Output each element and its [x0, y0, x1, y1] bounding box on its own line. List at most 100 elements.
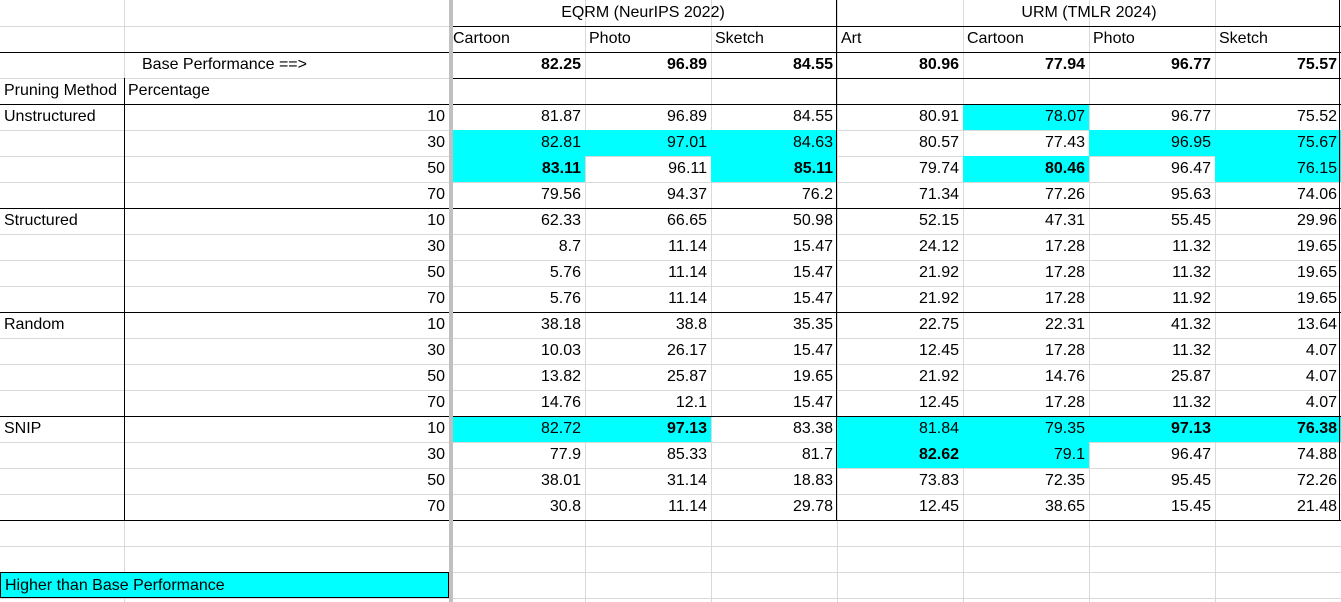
data-cell[interactable]: 17.28: [1044, 342, 1085, 359]
data-cell[interactable]: 8.7: [558, 238, 581, 255]
data-cell[interactable]: 52.15: [918, 212, 959, 229]
base-value[interactable]: 96.89: [666, 56, 707, 73]
data-cell[interactable]: 71.34: [918, 186, 959, 203]
data-cell[interactable]: 21.92: [918, 368, 959, 385]
data-cell[interactable]: 55.45: [1170, 212, 1211, 229]
percentage-cell[interactable]: 50: [427, 264, 445, 281]
data-cell[interactable]: 25.87: [666, 368, 707, 385]
domain-header[interactable]: Cartoon: [967, 30, 1024, 47]
data-cell[interactable]: 29.96: [1296, 212, 1337, 229]
data-cell[interactable]: 15.47: [792, 238, 833, 255]
data-cell[interactable]: 13.82: [540, 368, 581, 385]
data-cell[interactable]: 30.8: [549, 498, 581, 515]
data-cell[interactable]: 79.1: [963, 442, 1089, 468]
data-cell[interactable]: 11.32: [1172, 264, 1211, 281]
data-cell[interactable]: 17.28: [1044, 238, 1085, 255]
data-cell[interactable]: 77.9: [549, 446, 581, 463]
data-cell[interactable]: 79.35: [963, 416, 1089, 442]
data-cell[interactable]: 11.32: [1172, 342, 1211, 359]
data-cell[interactable]: 96.11: [668, 160, 707, 177]
percentage-cell[interactable]: 70: [427, 498, 445, 515]
data-cell[interactable]: 31.14: [666, 472, 707, 489]
pruning-method-structured[interactable]: Structured: [4, 212, 78, 229]
data-cell[interactable]: 83.11: [449, 156, 585, 182]
data-cell[interactable]: 72.26: [1296, 472, 1337, 489]
data-cell[interactable]: 19.65: [1296, 238, 1337, 255]
base-value[interactable]: 77.94: [1044, 56, 1085, 73]
data-cell[interactable]: 15.47: [792, 264, 833, 281]
percentage-cell[interactable]: 30: [427, 238, 445, 255]
data-cell[interactable]: 77.43: [1044, 134, 1085, 151]
domain-header[interactable]: Photo: [1093, 30, 1135, 47]
percentage-cell[interactable]: 10: [427, 420, 445, 437]
domain-header[interactable]: Art: [841, 30, 862, 47]
data-cell[interactable]: 79.74: [918, 160, 959, 177]
data-cell[interactable]: 85.33: [666, 446, 707, 463]
pruning-method-header[interactable]: Pruning Method: [4, 82, 117, 99]
data-cell[interactable]: 14.76: [540, 394, 581, 411]
data-cell[interactable]: 38.01: [540, 472, 581, 489]
data-cell[interactable]: 81.87: [540, 108, 581, 125]
data-cell[interactable]: 74.06: [1296, 186, 1337, 203]
data-cell[interactable]: 75.52: [1296, 108, 1337, 125]
percentage-cell[interactable]: 10: [427, 316, 445, 333]
data-cell[interactable]: 38.18: [540, 316, 581, 333]
data-cell[interactable]: 11.14: [668, 290, 707, 307]
data-cell[interactable]: 11.14: [668, 238, 707, 255]
data-cell[interactable]: 21.48: [1296, 498, 1337, 515]
base-value[interactable]: 75.57: [1296, 56, 1337, 73]
data-cell[interactable]: 21.92: [918, 290, 959, 307]
base-value[interactable]: 82.25: [540, 56, 581, 73]
data-cell[interactable]: 97.13: [1089, 416, 1215, 442]
data-cell[interactable]: 38.8: [675, 316, 707, 333]
data-cell[interactable]: 35.35: [792, 316, 833, 333]
data-cell[interactable]: 22.75: [918, 316, 959, 333]
data-cell[interactable]: 15.47: [792, 290, 833, 307]
data-cell[interactable]: 62.33: [540, 212, 581, 229]
data-cell[interactable]: 11.14: [668, 264, 707, 281]
legend-higher-than-base[interactable]: Higher than Base Performance: [0, 572, 449, 598]
data-cell[interactable]: 72.35: [1044, 472, 1085, 489]
data-cell[interactable]: 29.78: [792, 498, 833, 515]
data-cell[interactable]: 14.76: [1044, 368, 1085, 385]
data-cell[interactable]: 11.32: [1172, 238, 1211, 255]
data-cell[interactable]: 4.07: [1305, 342, 1337, 359]
data-cell[interactable]: 5.76: [549, 264, 581, 281]
data-cell[interactable]: 22.31: [1044, 316, 1085, 333]
percentage-cell[interactable]: 50: [427, 472, 445, 489]
data-cell[interactable]: 19.65: [792, 368, 833, 385]
data-cell[interactable]: 15.47: [792, 342, 833, 359]
data-cell[interactable]: 84.63: [711, 130, 837, 156]
data-cell[interactable]: 66.65: [666, 212, 707, 229]
data-cell[interactable]: 94.37: [666, 186, 707, 203]
data-cell[interactable]: 11.32: [1172, 394, 1211, 411]
percentage-cell[interactable]: 30: [427, 446, 445, 463]
data-cell[interactable]: 15.47: [792, 394, 833, 411]
data-cell[interactable]: 12.45: [918, 394, 959, 411]
data-cell[interactable]: 11.92: [1172, 290, 1211, 307]
data-cell[interactable]: 81.7: [801, 446, 833, 463]
data-cell[interactable]: 97.13: [585, 416, 711, 442]
percentage-cell[interactable]: 50: [427, 368, 445, 385]
data-cell[interactable]: 76.38: [1215, 416, 1341, 442]
domain-header[interactable]: Photo: [589, 30, 631, 47]
data-cell[interactable]: 50.98: [792, 212, 833, 229]
base-value[interactable]: 80.96: [918, 56, 959, 73]
data-cell[interactable]: 26.17: [666, 342, 707, 359]
percentage-header[interactable]: Percentage: [128, 82, 210, 99]
data-cell[interactable]: 96.47: [1170, 160, 1211, 177]
data-cell[interactable]: 75.67: [1215, 130, 1341, 156]
data-cell[interactable]: 95.45: [1170, 472, 1211, 489]
data-cell[interactable]: 38.65: [1044, 498, 1085, 515]
pruning-method-unstructured[interactable]: Unstructured: [4, 108, 96, 125]
data-cell[interactable]: 12.1: [675, 394, 707, 411]
domain-header[interactable]: Cartoon: [453, 30, 510, 47]
data-cell[interactable]: 73.83: [918, 472, 959, 489]
data-cell[interactable]: 96.47: [1170, 446, 1211, 463]
data-cell[interactable]: 24.12: [918, 238, 959, 255]
data-cell[interactable]: 77.26: [1044, 186, 1085, 203]
data-cell[interactable]: 47.31: [1044, 212, 1085, 229]
data-cell[interactable]: 85.11: [711, 156, 837, 182]
data-cell[interactable]: 81.84: [837, 416, 963, 442]
data-cell[interactable]: 80.57: [918, 134, 959, 151]
